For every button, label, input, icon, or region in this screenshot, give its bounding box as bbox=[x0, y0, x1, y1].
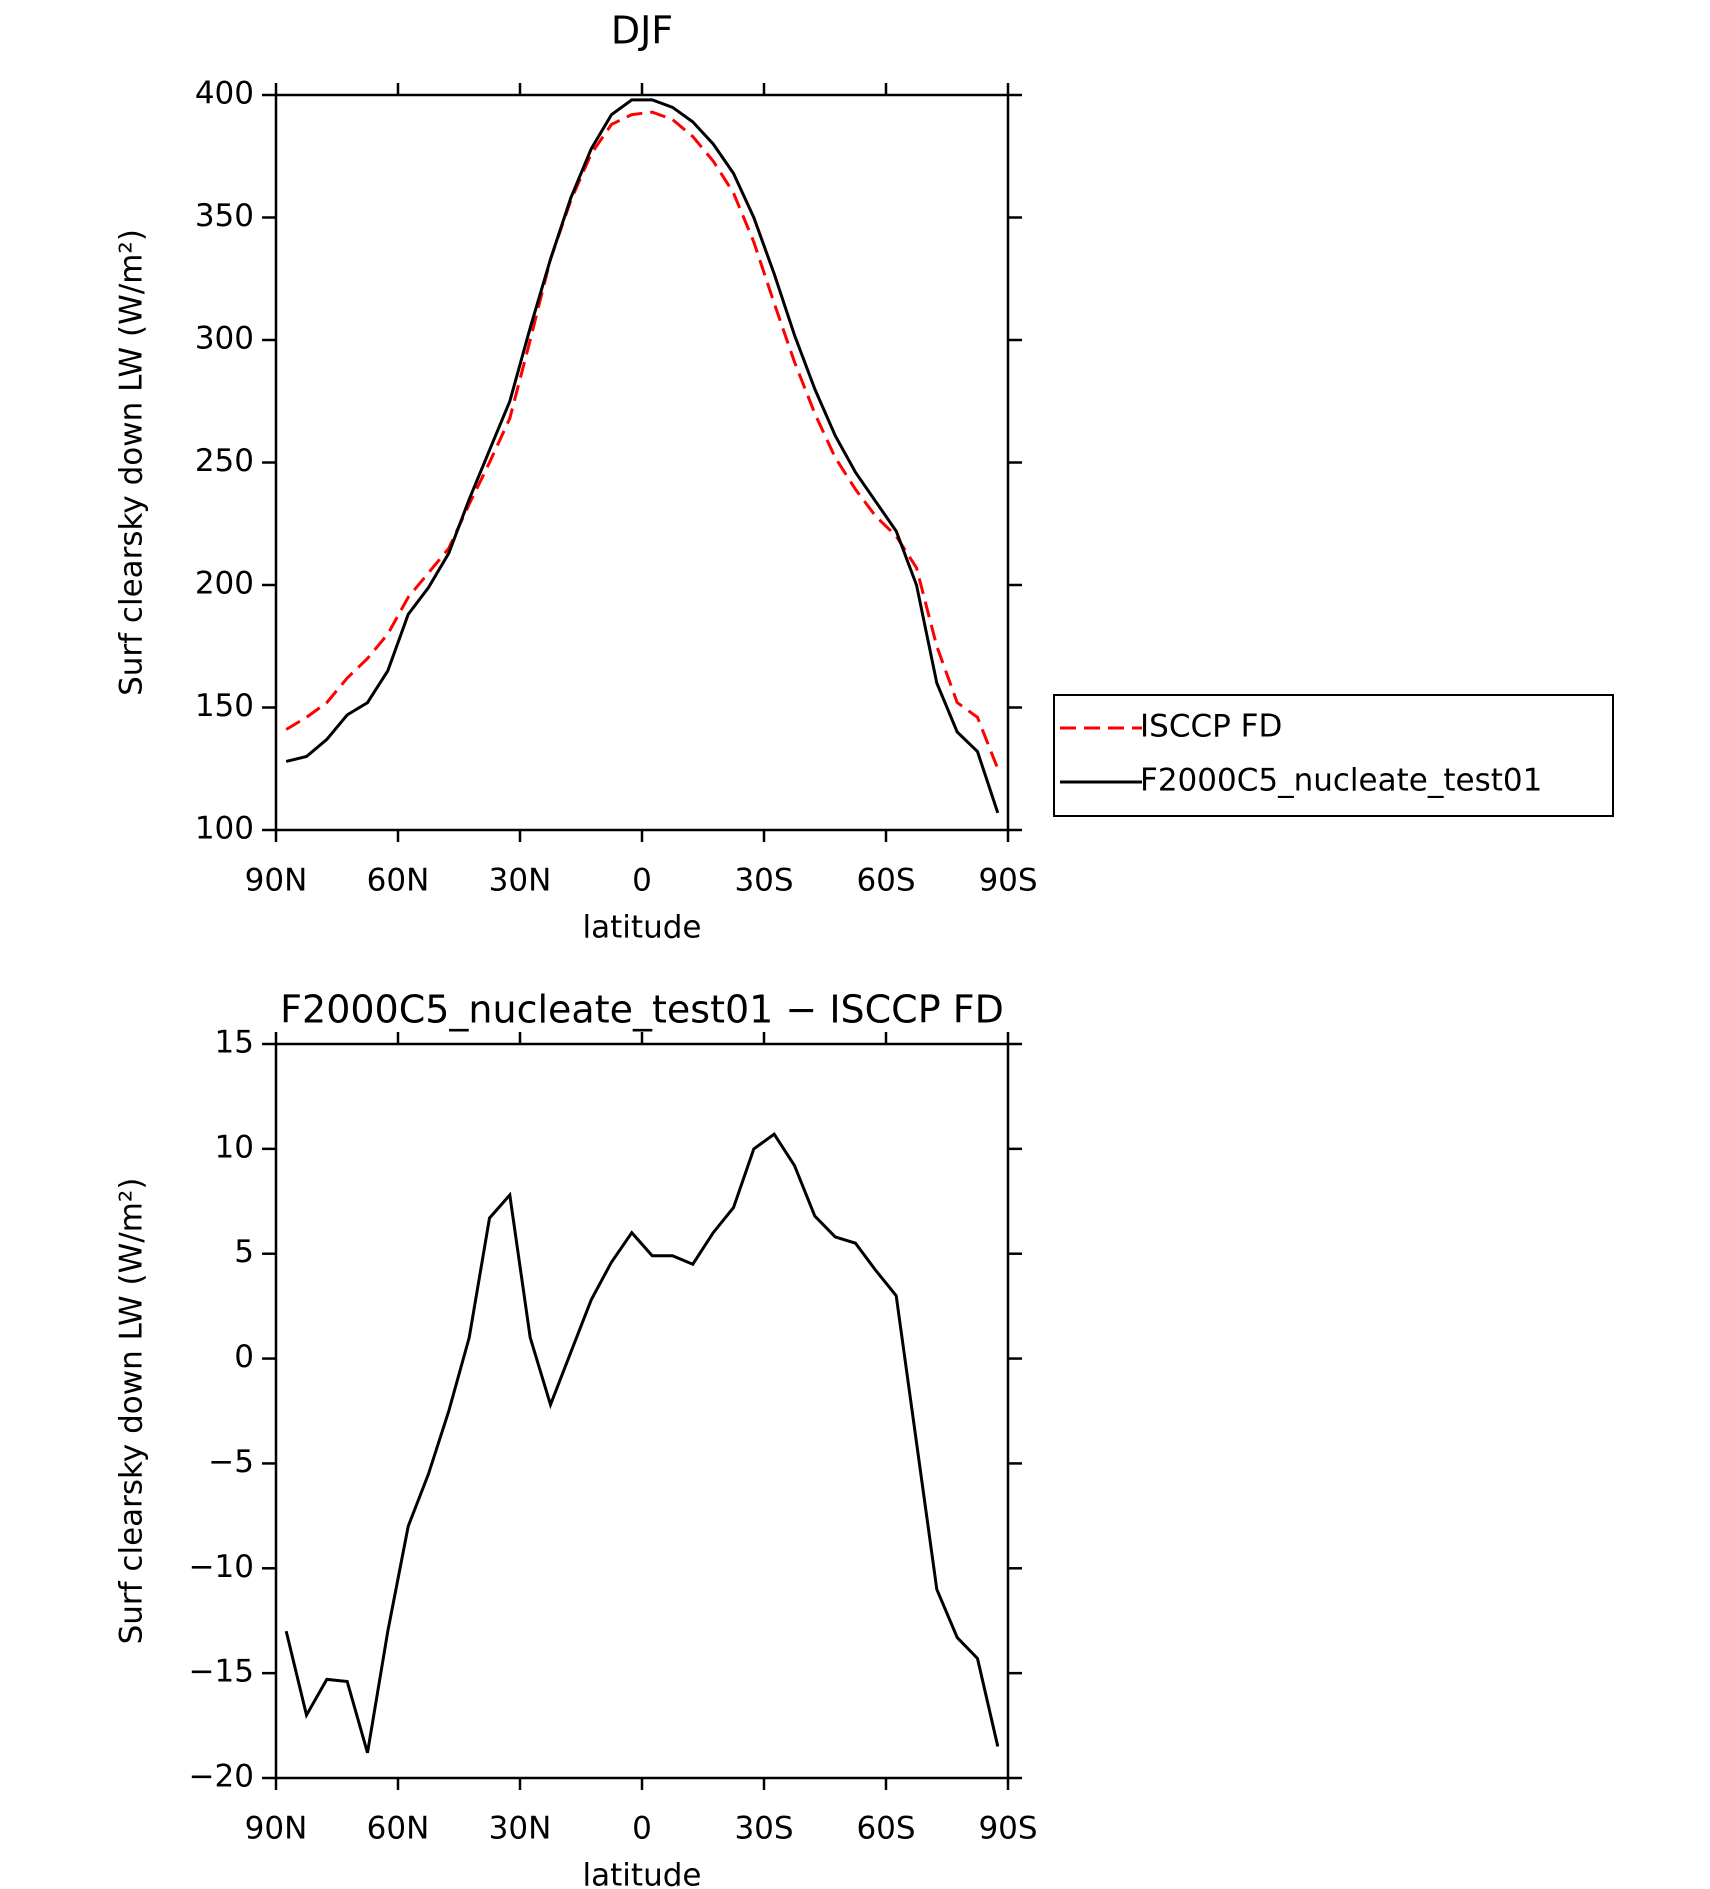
x-tick-label: 30N bbox=[489, 1811, 552, 1847]
legend-label: ISCCP FD bbox=[1140, 709, 1282, 745]
y-tick-label: 200 bbox=[195, 566, 254, 602]
x-tick-label: 90S bbox=[978, 863, 1037, 899]
x-tick-label: 90N bbox=[245, 1811, 308, 1847]
y-tick-label: 10 bbox=[215, 1129, 254, 1165]
x-tick-label: 60S bbox=[856, 863, 915, 899]
y-tick-label: 350 bbox=[195, 198, 254, 234]
y-tick-label: 150 bbox=[195, 688, 254, 724]
x-tick-label: 30S bbox=[734, 1811, 793, 1847]
y-tick-label: −20 bbox=[189, 1759, 254, 1795]
x-tick-label: 60N bbox=[367, 863, 430, 899]
y-tick-label: −15 bbox=[189, 1654, 254, 1690]
data-line bbox=[285, 110, 1000, 770]
y-tick-label: 400 bbox=[195, 76, 254, 112]
y-tick-label: 5 bbox=[234, 1234, 254, 1270]
y-tick-label: 100 bbox=[195, 811, 254, 847]
y-tick-label: −5 bbox=[208, 1444, 254, 1480]
x-tick-label: 30N bbox=[489, 863, 552, 899]
x-tick-label: 60N bbox=[367, 1811, 430, 1847]
x-tick-label: 60S bbox=[856, 1811, 915, 1847]
plot-frame bbox=[274, 93, 1010, 832]
y-tick-label: 250 bbox=[195, 443, 254, 479]
y-tick-label: 300 bbox=[195, 321, 254, 357]
legend-label: F2000C5_nucleate_test01 bbox=[1140, 763, 1542, 799]
x-tick-label: 30S bbox=[734, 863, 793, 899]
x-tick-label: 0 bbox=[632, 863, 652, 899]
data-line bbox=[284, 1132, 1000, 1754]
chart-title: DJF bbox=[611, 9, 673, 53]
x-axis-label: latitude bbox=[583, 1858, 702, 1889]
y-tick-label: 15 bbox=[215, 1025, 254, 1061]
x-axis-label: latitude bbox=[583, 910, 702, 946]
y-tick-label: 0 bbox=[234, 1339, 254, 1375]
legend-box bbox=[1053, 694, 1614, 817]
y-axis-label: Surf clearsky down LW (W/m²) bbox=[114, 1178, 150, 1645]
x-tick-label: 90N bbox=[245, 863, 308, 899]
x-tick-label: 0 bbox=[632, 1811, 652, 1847]
y-axis-label: Surf clearsky down LW (W/m²) bbox=[114, 229, 150, 696]
plot-frame bbox=[274, 1042, 1010, 1780]
x-tick-label: 90S bbox=[978, 1811, 1037, 1847]
data-line bbox=[285, 98, 1000, 814]
y-tick-label: −10 bbox=[189, 1549, 254, 1585]
chart-title: F2000C5_nucleate_test01 − ISCCP FD bbox=[280, 988, 1004, 1032]
